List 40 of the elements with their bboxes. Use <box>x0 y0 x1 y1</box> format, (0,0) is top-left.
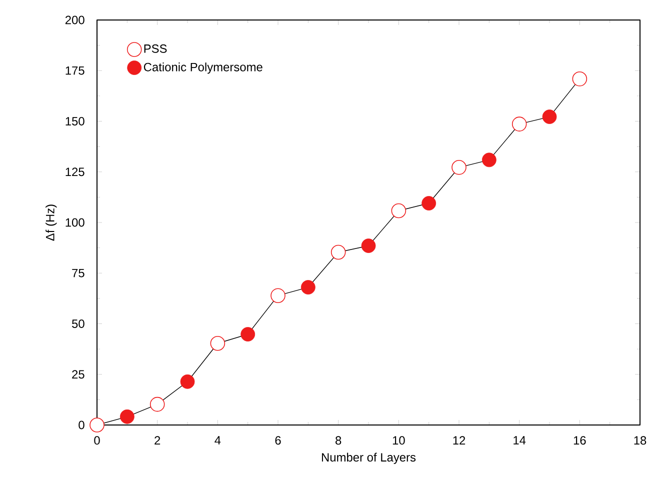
point <box>240 327 256 342</box>
x-tick-label: 10 <box>392 436 405 445</box>
point <box>422 196 436 210</box>
x-tick-label: 12 <box>453 436 466 445</box>
y-tick-label: 0 <box>78 420 84 430</box>
point <box>452 160 466 175</box>
x-tick-label: 16 <box>574 436 586 445</box>
point <box>482 152 496 168</box>
point <box>300 280 316 294</box>
y-tick-label: 125 <box>66 168 84 176</box>
point <box>210 336 226 351</box>
legend-label: Cationic Polymersome <box>144 62 262 74</box>
legend-label: PSS <box>144 44 167 53</box>
y-axis-title: Δf (Hz) <box>46 204 57 241</box>
x-tick-label: 8 <box>336 436 342 445</box>
x-tick-label: 6 <box>275 436 281 445</box>
point <box>180 374 195 389</box>
point <box>120 409 134 424</box>
x-tick-label: 2 <box>154 436 160 445</box>
point <box>270 288 286 303</box>
y-tick-label: 50 <box>72 320 84 328</box>
x-tick-label: 18 <box>634 436 646 445</box>
point <box>330 244 346 260</box>
x-tick-label: 14 <box>514 436 526 444</box>
x-tick-label: 0 <box>94 436 100 445</box>
point <box>391 203 406 218</box>
y-tick-label: 100 <box>66 218 84 227</box>
point <box>150 396 165 412</box>
y-tick-label: 150 <box>66 117 84 126</box>
y-tick-label: 175 <box>66 66 84 75</box>
point <box>90 418 104 432</box>
y-tick-label: 25 <box>72 370 84 379</box>
point <box>361 238 376 253</box>
y-tick-label: 200 <box>65 16 84 24</box>
x-tick-label: 4 <box>214 436 221 444</box>
point <box>572 72 588 86</box>
point <box>542 110 557 124</box>
point <box>512 116 527 132</box>
x-axis-title: Number of Layers <box>322 452 416 464</box>
y-tick-label: 75 <box>72 268 84 278</box>
